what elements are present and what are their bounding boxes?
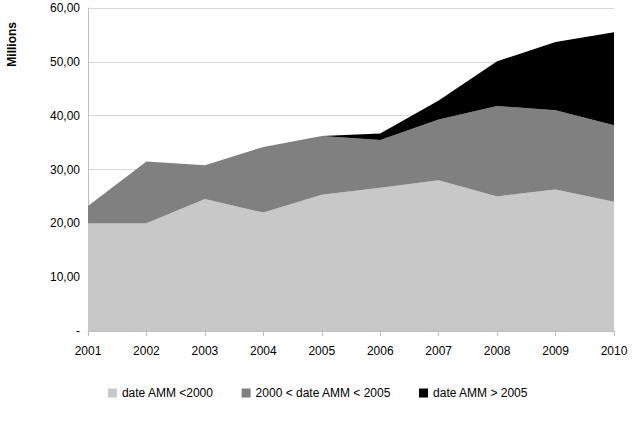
svg-text:date AMM <2000: date AMM <2000: [122, 386, 213, 400]
svg-text:2002: 2002: [133, 344, 160, 358]
svg-text:2009: 2009: [542, 344, 569, 358]
svg-text:Millions: Millions: [5, 22, 19, 67]
svg-text:-: -: [76, 324, 80, 338]
svg-text:50,00: 50,00: [50, 55, 80, 69]
svg-text:2003: 2003: [192, 344, 219, 358]
svg-text:2005: 2005: [308, 344, 335, 358]
svg-text:2007: 2007: [425, 344, 452, 358]
svg-text:2001: 2001: [75, 344, 102, 358]
svg-text:40,00: 40,00: [50, 109, 80, 123]
svg-text:20,00: 20,00: [50, 216, 80, 230]
svg-text:2004: 2004: [250, 344, 277, 358]
svg-text:60,00: 60,00: [50, 1, 80, 15]
svg-text:30,00: 30,00: [50, 163, 80, 177]
svg-text:2010: 2010: [601, 344, 628, 358]
svg-text:2000 < date AMM < 2005: 2000 < date AMM < 2005: [256, 386, 391, 400]
svg-text:2006: 2006: [367, 344, 394, 358]
svg-text:2008: 2008: [484, 344, 511, 358]
svg-text:10,00: 10,00: [50, 270, 80, 284]
svg-text:date AMM > 2005: date AMM > 2005: [433, 386, 528, 400]
